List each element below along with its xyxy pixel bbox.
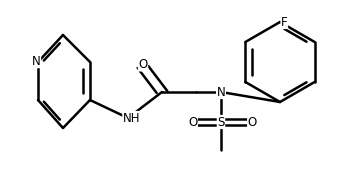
Text: N: N xyxy=(216,86,225,98)
Text: O: O xyxy=(138,58,148,71)
Text: O: O xyxy=(248,115,257,128)
Text: S: S xyxy=(217,115,225,128)
Text: F: F xyxy=(281,16,288,29)
Text: NH: NH xyxy=(123,111,140,124)
Text: O: O xyxy=(188,115,197,128)
Text: N: N xyxy=(32,55,41,68)
